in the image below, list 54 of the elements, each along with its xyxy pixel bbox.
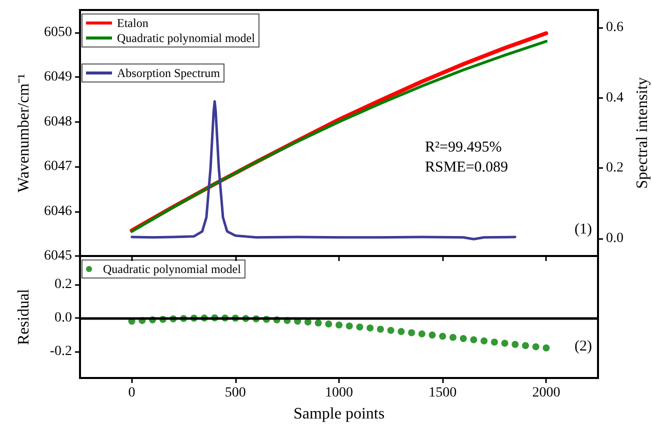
x-tick-label: 1000 [325, 386, 353, 400]
point [428, 332, 436, 339]
annotation: (2) [574, 338, 592, 354]
legend-label: Quadratic polynomial model [117, 31, 256, 45]
x-tick-label: 500 [224, 386, 246, 400]
point [346, 322, 353, 330]
y-tick-label: 6050 [44, 24, 72, 40]
point [501, 340, 508, 347]
point [449, 334, 456, 341]
y-tick-label: 6047 [44, 159, 72, 174]
point [356, 324, 364, 331]
y2-axis-title: Spectral intensity [634, 77, 651, 189]
annotation: R²=99.495% [425, 140, 502, 156]
y2-tick-label: 0.2 [606, 160, 624, 176]
point [512, 340, 519, 348]
y-tick-label: 6048 [44, 114, 72, 130]
y-tick-label: 0.2 [54, 276, 72, 292]
point [418, 330, 426, 338]
annotation: RSME=0.089 [425, 160, 508, 176]
point [398, 328, 405, 336]
point [366, 324, 374, 332]
annotation: (1) [574, 222, 592, 238]
x-tick-label: 1500 [428, 386, 457, 400]
point [408, 329, 416, 336]
point [470, 336, 478, 344]
point [387, 326, 394, 334]
y-tick-label: 6046 [44, 204, 72, 219]
line-series [130, 100, 516, 240]
legend-label: Absorption Spectrum [117, 66, 221, 80]
y-axis-title: Wavenumber/cm⁻¹ [16, 73, 32, 192]
point [522, 342, 529, 350]
point [542, 344, 550, 352]
y-axis-title: Residual [16, 288, 32, 345]
x-tick-label: 2000 [532, 386, 560, 400]
x-tick-label: 0 [128, 386, 136, 400]
y-tick-label: 6049 [44, 70, 72, 85]
point [460, 335, 467, 342]
point [376, 326, 384, 333]
point [336, 322, 342, 329]
legend-label: Quadratic polynomial model [103, 262, 242, 276]
y2-tick-label: 0.0 [606, 230, 624, 246]
y-tick-label: -0.2 [50, 344, 72, 359]
x-axis-title: Sample points [293, 406, 385, 422]
point [439, 332, 446, 340]
point [314, 320, 322, 327]
point [480, 337, 488, 344]
legend-label: Etalon [117, 16, 148, 30]
y-tick-label: 6045 [44, 248, 72, 264]
y-tick-label: 0.0 [54, 310, 72, 326]
point [532, 343, 540, 350]
y2-tick-label: 0.6 [606, 20, 624, 36]
y2-tick-label: 0.4 [606, 90, 624, 106]
point [325, 320, 332, 328]
point [490, 338, 498, 346]
